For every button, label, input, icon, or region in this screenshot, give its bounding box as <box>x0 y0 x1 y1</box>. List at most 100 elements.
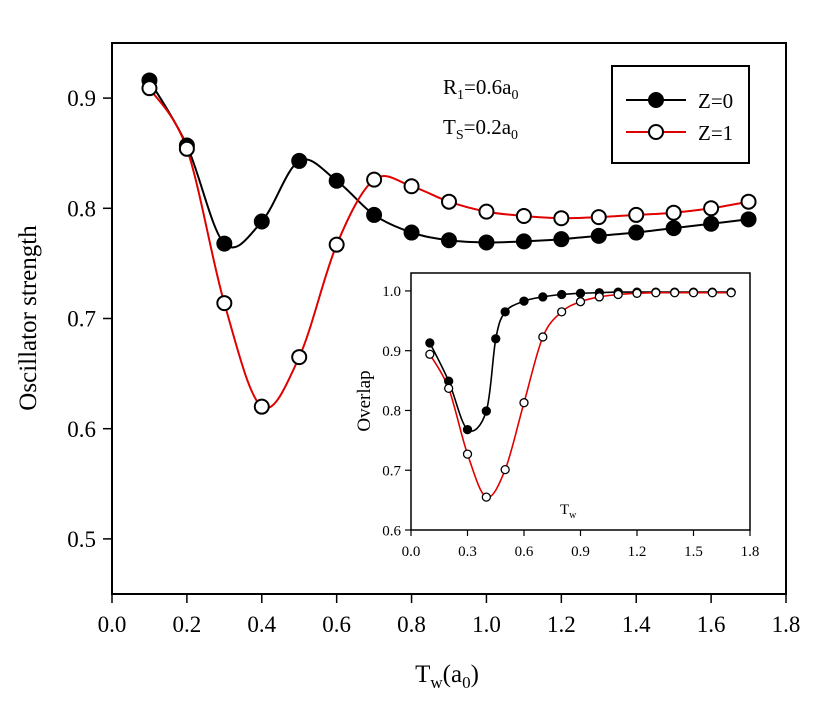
inset-y-tick-label: 0.8 <box>382 404 401 420</box>
main-y-tick-label: 0.8 <box>67 196 96 221</box>
main-point-z0 <box>216 235 233 252</box>
main-x-label-t: T <box>415 661 430 688</box>
inset-point-z1 <box>462 449 473 459</box>
main-x-tick-label: 1.8 <box>772 612 801 637</box>
inset-point-z1 <box>425 349 435 359</box>
main-y-tick-label: 0.7 <box>67 307 96 332</box>
main-point-z0 <box>441 232 457 249</box>
main-point-z1 <box>178 140 195 157</box>
inset-point-z1 <box>613 289 623 300</box>
inset-x-tick-label: 0.6 <box>515 544 534 560</box>
main-point-z1 <box>590 209 607 226</box>
main-point-z1 <box>441 193 457 210</box>
inset-x-tick-label: 1.2 <box>628 544 647 560</box>
inset-point-z1 <box>632 288 642 298</box>
main-point-z0 <box>515 233 532 250</box>
inset-y-axis-label: Overlap <box>354 370 375 431</box>
main-x-tick-label: 0.6 <box>322 612 351 637</box>
main-point-z0 <box>291 152 308 169</box>
main-point-z0 <box>740 211 757 228</box>
main-point-z1 <box>403 178 420 195</box>
inset-x-tick-label: 0.3 <box>458 544 477 560</box>
main-point-z1 <box>253 398 270 415</box>
main-point-z1 <box>665 204 682 221</box>
inset-point-z0 <box>481 406 491 416</box>
inset-x-tick-label: 1.8 <box>741 544 760 560</box>
inset-point-z1 <box>670 288 680 298</box>
main-point-z1 <box>216 295 233 312</box>
main-point-z0 <box>590 227 607 244</box>
main-x-tick-label: 0.2 <box>173 612 202 637</box>
main-point-z1 <box>291 349 308 366</box>
inset-point-z0 <box>575 288 586 298</box>
inset-point-z1 <box>575 297 586 307</box>
main-y-tick-label: 0.9 <box>67 86 96 111</box>
legend-marker-z1 <box>648 124 664 140</box>
inset-y-tick-label: 0.6 <box>382 523 401 539</box>
inset-point-z1 <box>707 288 717 298</box>
main-y-axis-label: Oscillator strength <box>15 225 42 411</box>
annotation-ts: TS=0.2a0 <box>443 115 518 143</box>
inset-point-z0 <box>462 424 473 435</box>
legend-label-z0: Z=0 <box>698 89 733 113</box>
main-point-z1 <box>478 203 495 220</box>
main-x-tick-label: 0.4 <box>247 612 276 637</box>
inset-point-z1 <box>444 383 454 394</box>
main-x-tick-label: 0.0 <box>98 612 127 637</box>
main-point-z0 <box>366 206 383 223</box>
inset-point-z1 <box>538 332 548 342</box>
main-point-z0 <box>253 213 270 230</box>
main-point-z0 <box>478 234 495 251</box>
inset-x-tick-label: 0.9 <box>571 544 590 560</box>
legend-box <box>611 65 750 164</box>
main-point-z1 <box>515 208 532 225</box>
inset-y-tick-label: 0.9 <box>382 344 401 360</box>
main-x-label-sub0: 0 <box>462 673 471 692</box>
main-point-z0 <box>328 172 345 189</box>
main-point-z1 <box>628 206 645 223</box>
inset-x-tick-label: 0.0 <box>402 544 421 560</box>
inset-point-z1 <box>651 288 661 298</box>
inset-point-z0 <box>519 296 529 306</box>
inset-x-axis-label: Tw <box>560 502 577 521</box>
main-x-label-close: ) <box>471 661 479 688</box>
main-x-axis-label: Tw(a0) <box>415 661 479 692</box>
inset-x-tick-label: 1.5 <box>684 544 703 560</box>
inset-point-z1 <box>500 464 510 475</box>
main-x-tick-label: 0.8 <box>397 612 426 637</box>
main-y-tick-label: 0.6 <box>67 417 96 442</box>
main-x-label-sub: w <box>430 673 443 692</box>
inset-point-z1 <box>594 292 604 302</box>
main-x-tick-label: 1.2 <box>547 612 576 637</box>
main-x-tick-label: 1.4 <box>622 612 651 637</box>
main-y-tick-label: 0.5 <box>67 527 96 552</box>
legend: Z=0 Z=1 <box>611 65 750 164</box>
main-point-z1 <box>553 210 570 227</box>
legend-marker-z0 <box>648 92 664 108</box>
inset-point-z0 <box>557 289 567 300</box>
inset-point-z0 <box>538 292 548 302</box>
inset-point-z0 <box>491 334 501 344</box>
inset-y-tick-label: 1.0 <box>382 284 401 300</box>
main-point-z1 <box>141 80 158 97</box>
main-point-z0 <box>703 215 720 232</box>
main-point-z1 <box>328 236 345 253</box>
inset-y-tick-label: 0.7 <box>382 463 401 479</box>
inset-point-z1 <box>557 307 567 317</box>
inset-point-z1 <box>726 288 736 298</box>
main-x-tick-label: 1.6 <box>697 612 726 637</box>
main-point-z0 <box>665 220 682 237</box>
legend-label-z1: Z=1 <box>698 121 733 145</box>
inset-point-z0 <box>425 338 435 348</box>
main-point-z0 <box>403 224 420 241</box>
main-point-z1 <box>366 171 383 188</box>
main-point-z0 <box>553 231 570 248</box>
main-point-z0 <box>628 224 645 241</box>
inset-background <box>411 273 750 530</box>
main-point-z1 <box>740 193 757 210</box>
inset-point-z1 <box>519 398 529 408</box>
main-point-z1 <box>703 200 720 217</box>
inset-point-z1 <box>481 492 491 502</box>
annotation-r1: R1=0.6a0 <box>443 75 518 103</box>
